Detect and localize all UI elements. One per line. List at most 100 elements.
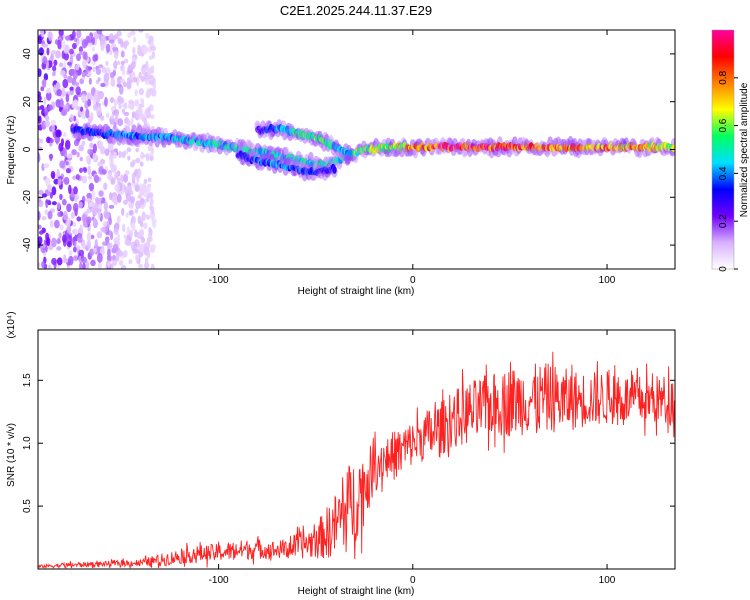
heatmap-cell <box>100 227 106 233</box>
heatmap-cell <box>134 208 139 214</box>
heatmap-cell <box>138 113 144 120</box>
heatmap-cell <box>94 196 100 203</box>
heatmap-ridge-cell <box>332 166 337 174</box>
heatmap-cell <box>38 94 42 102</box>
heatmap-cell <box>108 39 115 44</box>
colorbar: 0 0.2 0.4 0.6 0.8 Normalized spectral amplit… <box>711 29 750 272</box>
heatmap-cell <box>108 204 115 209</box>
heatmap-cell <box>120 174 124 183</box>
heatmap-cell <box>46 88 52 94</box>
snr-x-label: Height of straight line (km) <box>298 586 415 597</box>
heatmap-cell <box>117 177 121 185</box>
heatmap-cell <box>136 231 140 239</box>
heatmap-cell <box>73 186 78 195</box>
heatmap-cell <box>112 259 117 267</box>
heatmap-cell <box>132 36 137 43</box>
heatmap-cell <box>134 100 140 107</box>
heatmap-cell <box>64 139 71 150</box>
heatmap-cell <box>58 142 64 152</box>
heatmap-cell <box>107 242 113 250</box>
heatmap-cell <box>128 79 134 84</box>
heatmap-cell <box>135 157 141 164</box>
heatmap-cell <box>65 168 72 174</box>
heatmap-cell <box>66 225 72 234</box>
heatmap-cell <box>44 120 50 128</box>
snr-x-tick-label: 0 <box>410 575 416 586</box>
spectrogram-x-tick-label: 0 <box>410 275 416 286</box>
spectrogram-y-tick-label: -20 <box>22 190 33 205</box>
heatmap-cell <box>148 80 155 86</box>
heatmap-cell <box>118 104 122 110</box>
heatmap-cell <box>137 49 143 56</box>
heatmap-cell <box>38 224 42 230</box>
heatmap-cell <box>79 262 83 269</box>
heatmap-cell <box>88 77 92 85</box>
heatmap-cell <box>57 211 62 217</box>
heatmap-cell <box>82 262 86 269</box>
heatmap-cell <box>140 75 146 82</box>
heatmap-cell <box>124 238 130 246</box>
heatmap-cell <box>118 150 122 159</box>
heatmap-cell <box>66 203 72 213</box>
snr-panel: -100 0 100 0.5 1.0 1.5 (x10⁴) Height of stra… <box>6 311 676 597</box>
snr-y-label: SNR (10 * v/v) <box>6 423 17 487</box>
heatmap-cell <box>141 64 146 70</box>
heatmap-cell <box>99 145 106 155</box>
heatmap-cell <box>59 224 64 231</box>
heatmap-cell <box>42 78 47 88</box>
heatmap-cell <box>92 54 98 62</box>
heatmap-cell <box>137 263 143 269</box>
heatmap-cell <box>105 236 110 243</box>
heatmap-cell <box>73 99 79 108</box>
heatmap-cell <box>139 97 144 104</box>
heatmap-cell <box>63 176 70 185</box>
heatmap-cell <box>121 151 126 159</box>
heatmap-cell <box>121 103 128 108</box>
heatmap-cell <box>100 82 106 88</box>
heatmap-cell <box>97 261 102 269</box>
heatmap-cell <box>49 192 53 199</box>
spectrogram-heatmap <box>38 30 675 269</box>
heatmap-cell <box>71 149 77 156</box>
heatmap-cell <box>38 106 42 111</box>
heatmap-cell <box>138 244 142 253</box>
heatmap-cell <box>110 77 116 88</box>
heatmap-cell <box>38 142 41 147</box>
heatmap-cell <box>76 216 82 222</box>
heatmap-cell <box>112 243 119 252</box>
heatmap-cell <box>38 152 41 163</box>
snr-x-tick-label: -100 <box>209 575 229 586</box>
heatmap-cell <box>41 215 47 221</box>
heatmap-cell <box>128 259 133 265</box>
heatmap-cell <box>152 84 157 89</box>
heatmap-cell <box>101 169 107 175</box>
heatmap-cell <box>92 104 98 111</box>
heatmap-cell <box>137 170 142 177</box>
heatmap-cell <box>143 222 148 230</box>
heatmap-cell <box>123 58 129 64</box>
heatmap-cell <box>47 264 52 269</box>
heatmap-cell <box>93 247 97 254</box>
heatmap-cell <box>86 208 91 214</box>
heatmap-cell <box>147 177 152 183</box>
heatmap-cell <box>46 237 51 247</box>
heatmap-cell <box>51 237 57 248</box>
heatmap-cell <box>56 246 62 251</box>
heatmap-cell <box>94 89 100 100</box>
heatmap-cell <box>85 64 89 75</box>
heatmap-cell <box>119 97 125 104</box>
colorbar-tick-label: 0.8 <box>718 70 729 84</box>
heatmap-cell <box>47 184 52 192</box>
heatmap-cell <box>90 95 95 101</box>
heatmap-cell <box>85 108 90 119</box>
heatmap-cell <box>90 111 94 122</box>
heatmap-cell <box>132 46 136 55</box>
heatmap-cell <box>116 83 122 88</box>
snr-plot <box>38 351 675 569</box>
heatmap-cell <box>87 42 93 47</box>
heatmap-cell <box>70 211 76 219</box>
colorbar-tick-label: 0.2 <box>718 214 729 228</box>
heatmap-cell <box>104 97 108 107</box>
heatmap-cell <box>55 50 61 59</box>
heatmap-cell <box>146 239 151 248</box>
